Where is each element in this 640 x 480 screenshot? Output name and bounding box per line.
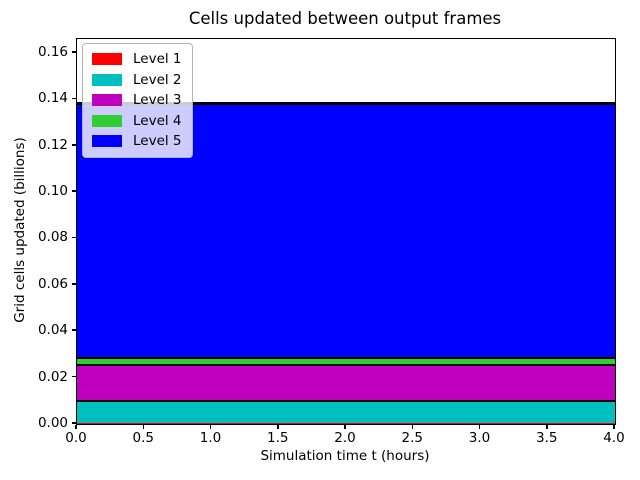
legend-label: Level 3	[133, 92, 182, 109]
y-tick-label: 0.12	[37, 136, 68, 153]
x-tick-label: 4.0	[603, 430, 625, 446]
x-tickmark	[75, 425, 77, 429]
legend-label: Level 2	[133, 71, 182, 88]
x-tickmark	[344, 425, 346, 429]
x-tickmark	[142, 425, 145, 429]
y-tickmark	[72, 190, 76, 192]
legend-label: Level 1	[133, 51, 182, 68]
x-tick-label: 2.5	[401, 430, 423, 446]
y-tick-label: 0.14	[37, 90, 68, 107]
y-tick-label: 0.04	[37, 322, 68, 339]
y-tick-label: 0.10	[37, 183, 68, 200]
x-tick-label: 0.0	[65, 430, 87, 446]
y-tick-label: 0.08	[37, 229, 68, 246]
legend-swatch-icon	[92, 73, 122, 86]
x-tickmark	[209, 425, 212, 429]
chart-title: Cells updated between output frames	[188, 9, 502, 28]
x-tick-label: 2.0	[334, 430, 356, 446]
x-tickmark	[613, 425, 615, 429]
x-tick-label: 1.0	[199, 430, 222, 446]
legend-item-level-5: Level 5	[92, 133, 182, 150]
legend-item-level-4: Level 4	[92, 113, 182, 130]
y-tickmark	[72, 422, 76, 424]
y-tickmark	[72, 283, 76, 285]
x-tick-label: 0.5	[132, 430, 154, 446]
plot-area: Level 1 Level 2 Level 3 Level 4 Level 5	[76, 38, 616, 425]
y-tickmark	[72, 329, 76, 332]
x-axis-label: Simulation time t (hours)	[260, 448, 430, 464]
y-tickmark	[72, 51, 76, 53]
y-tick-label: 0.00	[37, 415, 68, 431]
x-tick-label: 3.0	[468, 430, 491, 446]
area-band-level-1	[77, 422, 615, 424]
area-band-level-4	[77, 356, 615, 364]
y-tick-label: 0.16	[37, 43, 68, 60]
y-tickmark	[72, 375, 76, 378]
x-tickmark	[478, 425, 481, 429]
legend-swatch-icon	[92, 94, 122, 107]
x-tickmark	[277, 425, 279, 429]
legend-swatch-icon	[92, 53, 122, 66]
y-tickmark	[72, 97, 76, 100]
y-tickmark	[72, 143, 76, 146]
legend-swatch-icon	[92, 114, 122, 127]
area-band-level-3	[77, 363, 615, 400]
y-tick-label: 0.02	[37, 368, 68, 385]
x-tick-label: 1.5	[267, 430, 289, 446]
legend-swatch-icon	[92, 135, 122, 148]
legend-label: Level 5	[133, 133, 182, 150]
legend-label: Level 4	[133, 112, 182, 129]
x-tick-label: 3.5	[536, 430, 558, 446]
x-tickmark	[546, 425, 548, 429]
x-tickmark	[411, 425, 414, 429]
area-band-level-2	[77, 399, 615, 423]
legend-item-level-3: Level 3	[92, 92, 182, 109]
legend: Level 1 Level 2 Level 3 Level 4 Level 5	[82, 43, 193, 158]
y-tick-label: 0.06	[37, 275, 68, 292]
legend-item-level-1: Level 1	[92, 51, 182, 68]
y-tickmark	[72, 236, 76, 239]
legend-item-level-2: Level 2	[92, 72, 182, 89]
